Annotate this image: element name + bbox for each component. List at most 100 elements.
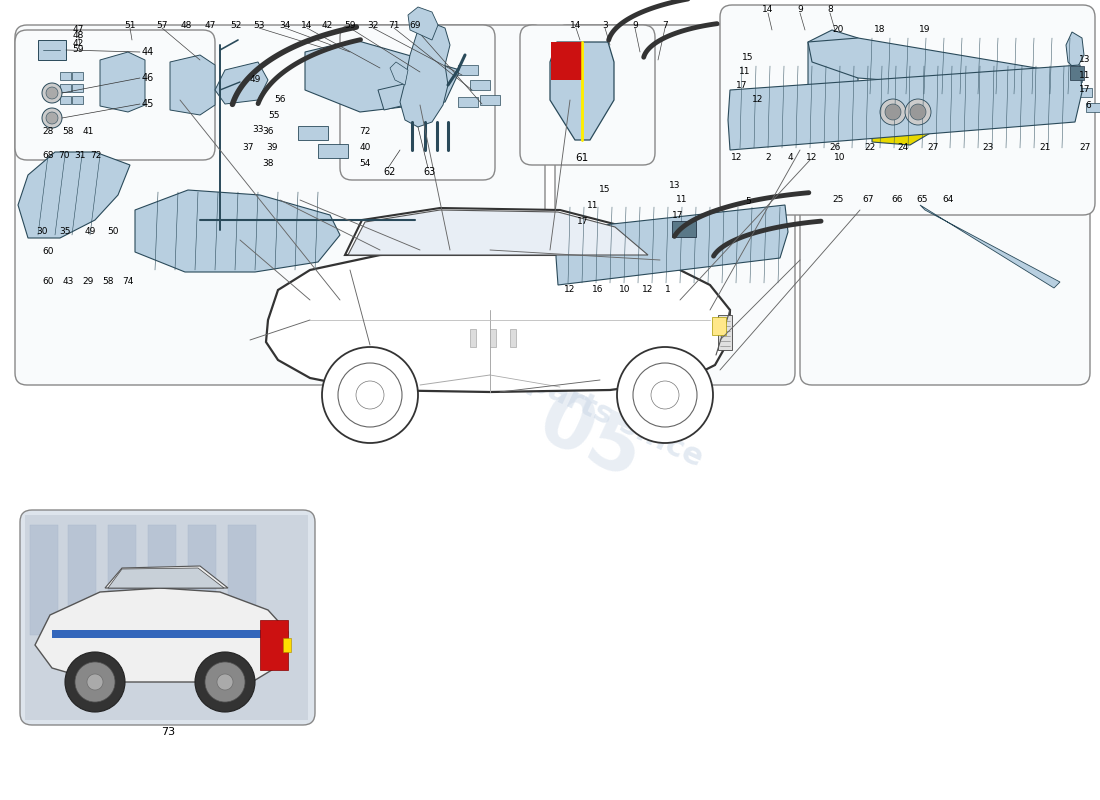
- Text: 41: 41: [82, 127, 94, 137]
- Polygon shape: [35, 588, 288, 682]
- Text: 70: 70: [58, 150, 69, 159]
- Text: 12: 12: [642, 286, 653, 294]
- Polygon shape: [1066, 32, 1083, 70]
- Circle shape: [356, 381, 384, 409]
- Text: 14: 14: [762, 6, 773, 14]
- Circle shape: [195, 652, 255, 712]
- Polygon shape: [872, 80, 932, 145]
- Bar: [25, 515, 308, 720]
- Polygon shape: [808, 30, 858, 140]
- Text: 68: 68: [42, 150, 54, 159]
- Text: 21: 21: [1040, 142, 1050, 151]
- Text: 63: 63: [424, 167, 436, 177]
- Text: 42: 42: [73, 38, 84, 47]
- Text: 32: 32: [367, 21, 378, 30]
- Text: 38: 38: [262, 159, 274, 169]
- Text: a passion for parts since: a passion for parts since: [312, 267, 707, 473]
- Bar: [458, 65, 478, 75]
- Circle shape: [42, 108, 62, 128]
- Text: 2: 2: [766, 153, 771, 162]
- Text: 59: 59: [73, 46, 84, 54]
- Text: 18: 18: [874, 26, 886, 34]
- Circle shape: [87, 674, 103, 690]
- Text: 44: 44: [142, 47, 154, 57]
- Text: 25: 25: [833, 195, 844, 205]
- Bar: [72, 84, 82, 92]
- Text: 39: 39: [266, 143, 277, 153]
- FancyBboxPatch shape: [340, 25, 495, 180]
- Text: 14: 14: [301, 21, 312, 30]
- Bar: [260, 620, 288, 670]
- Text: 35: 35: [59, 227, 70, 237]
- Circle shape: [46, 112, 58, 124]
- Text: 19: 19: [920, 26, 931, 34]
- Text: 12: 12: [806, 153, 817, 162]
- Bar: [108, 525, 136, 635]
- Bar: [30, 525, 58, 635]
- Text: 15: 15: [600, 186, 610, 194]
- FancyBboxPatch shape: [20, 510, 315, 725]
- Bar: [551, 42, 582, 80]
- Text: 74: 74: [122, 278, 134, 286]
- Text: 72: 72: [90, 150, 101, 159]
- Text: 20: 20: [833, 26, 844, 34]
- Text: 49: 49: [250, 75, 261, 85]
- Bar: [318, 144, 348, 158]
- Circle shape: [617, 347, 713, 443]
- Text: 1: 1: [666, 286, 671, 294]
- Text: 15: 15: [742, 54, 754, 62]
- Polygon shape: [135, 190, 340, 272]
- Text: 62: 62: [384, 167, 396, 177]
- Text: 28: 28: [42, 127, 54, 137]
- Bar: [712, 317, 726, 335]
- Text: 43: 43: [63, 278, 74, 286]
- Text: 12: 12: [752, 95, 763, 105]
- Bar: [1086, 103, 1100, 112]
- Text: 12: 12: [732, 153, 742, 162]
- Text: 22: 22: [865, 142, 876, 151]
- Text: 10: 10: [834, 153, 846, 162]
- Text: 29: 29: [82, 278, 94, 286]
- Bar: [1068, 73, 1082, 82]
- Bar: [718, 315, 732, 350]
- Text: 37: 37: [242, 143, 254, 153]
- Text: 05: 05: [526, 384, 653, 496]
- Text: 9: 9: [798, 6, 803, 14]
- Polygon shape: [378, 83, 414, 110]
- Circle shape: [886, 104, 901, 120]
- Text: 55: 55: [268, 110, 279, 119]
- Text: 60: 60: [42, 247, 54, 257]
- Circle shape: [322, 347, 418, 443]
- Text: 9: 9: [632, 21, 638, 30]
- Text: 6: 6: [1085, 101, 1091, 110]
- Text: 58: 58: [102, 278, 113, 286]
- Bar: [283, 638, 292, 652]
- Text: 3: 3: [602, 21, 608, 30]
- Text: 71: 71: [388, 21, 399, 30]
- Text: 65: 65: [916, 195, 927, 205]
- Text: 17: 17: [672, 211, 684, 221]
- Text: 27: 27: [927, 142, 938, 151]
- Polygon shape: [266, 250, 730, 392]
- Text: 26: 26: [829, 142, 840, 151]
- Text: 24: 24: [898, 142, 909, 151]
- Text: 17: 17: [736, 82, 748, 90]
- Circle shape: [205, 662, 245, 702]
- Circle shape: [42, 83, 62, 103]
- Bar: [298, 126, 328, 140]
- Bar: [148, 525, 176, 635]
- Text: 11: 11: [676, 195, 688, 205]
- Text: 51: 51: [124, 21, 135, 30]
- Text: 73: 73: [161, 727, 175, 737]
- Bar: [39, 40, 66, 60]
- Bar: [470, 329, 476, 347]
- Text: 23: 23: [982, 142, 993, 151]
- FancyBboxPatch shape: [15, 25, 544, 385]
- Polygon shape: [100, 52, 145, 112]
- Polygon shape: [390, 62, 408, 85]
- Polygon shape: [550, 42, 614, 140]
- Bar: [72, 96, 82, 104]
- Polygon shape: [345, 208, 650, 255]
- Text: 47: 47: [73, 25, 84, 34]
- Bar: [480, 95, 501, 105]
